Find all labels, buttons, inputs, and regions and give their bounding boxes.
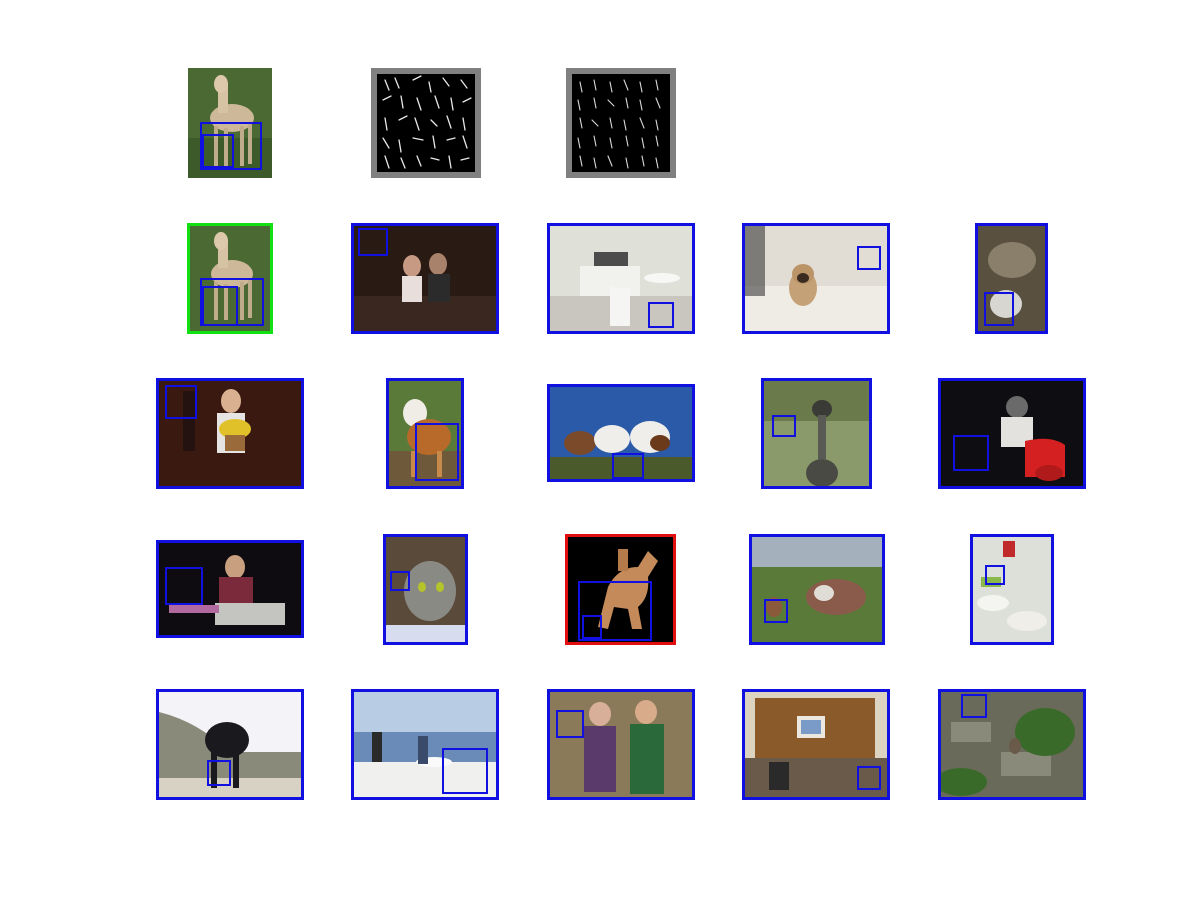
- detection-scooter-rider: [938, 378, 1086, 489]
- part-box-legs: [200, 122, 262, 170]
- part-box-leg: [202, 286, 238, 326]
- part-box: [415, 423, 459, 481]
- detection-boat-deck: [351, 689, 499, 800]
- detection-garden-cat: [938, 689, 1086, 800]
- detection-living-room: [547, 223, 695, 334]
- detection-two-people-night: [351, 223, 499, 334]
- part-box: [857, 766, 881, 790]
- part-box-body: [578, 581, 652, 641]
- part-box: [772, 415, 796, 437]
- part-box: [165, 385, 197, 419]
- part-box: [612, 453, 644, 479]
- detection-calf: [386, 378, 464, 489]
- part-box: [961, 694, 987, 718]
- detection-dj-mixer: [156, 540, 304, 638]
- detection-emu: [761, 378, 872, 489]
- part-box: [165, 567, 203, 605]
- detection-computer-desk: [742, 689, 890, 800]
- detection-cow-field: [749, 534, 885, 645]
- part-box: [984, 292, 1014, 326]
- detection-black-cow: [156, 689, 304, 800]
- hog-feature-grid-2: [566, 68, 676, 178]
- detection-horse-statue: [565, 534, 676, 645]
- detection-cat: [383, 534, 468, 645]
- detection-pug: [742, 223, 890, 334]
- query-horse: [188, 68, 272, 178]
- part-box: [390, 571, 410, 591]
- part-box: [442, 748, 488, 794]
- detection-man-with-flowers: [156, 378, 304, 489]
- detection-table-food: [970, 534, 1054, 645]
- detection-sheep: [975, 223, 1048, 334]
- part-box: [857, 246, 881, 270]
- detection-cows-sky: [547, 384, 695, 482]
- hog-feature-grid-1: [371, 68, 481, 178]
- detection-elderly-couple: [547, 689, 695, 800]
- detection-horse: [187, 223, 273, 334]
- part-box: [764, 599, 788, 623]
- part-box-front-leg: [202, 134, 234, 168]
- part-box: [953, 435, 989, 471]
- part-box: [556, 710, 584, 738]
- part-box: [648, 302, 674, 328]
- part-box: [985, 565, 1005, 585]
- part-box: [358, 228, 388, 256]
- part-box: [207, 760, 231, 786]
- part-box-leg: [582, 615, 602, 639]
